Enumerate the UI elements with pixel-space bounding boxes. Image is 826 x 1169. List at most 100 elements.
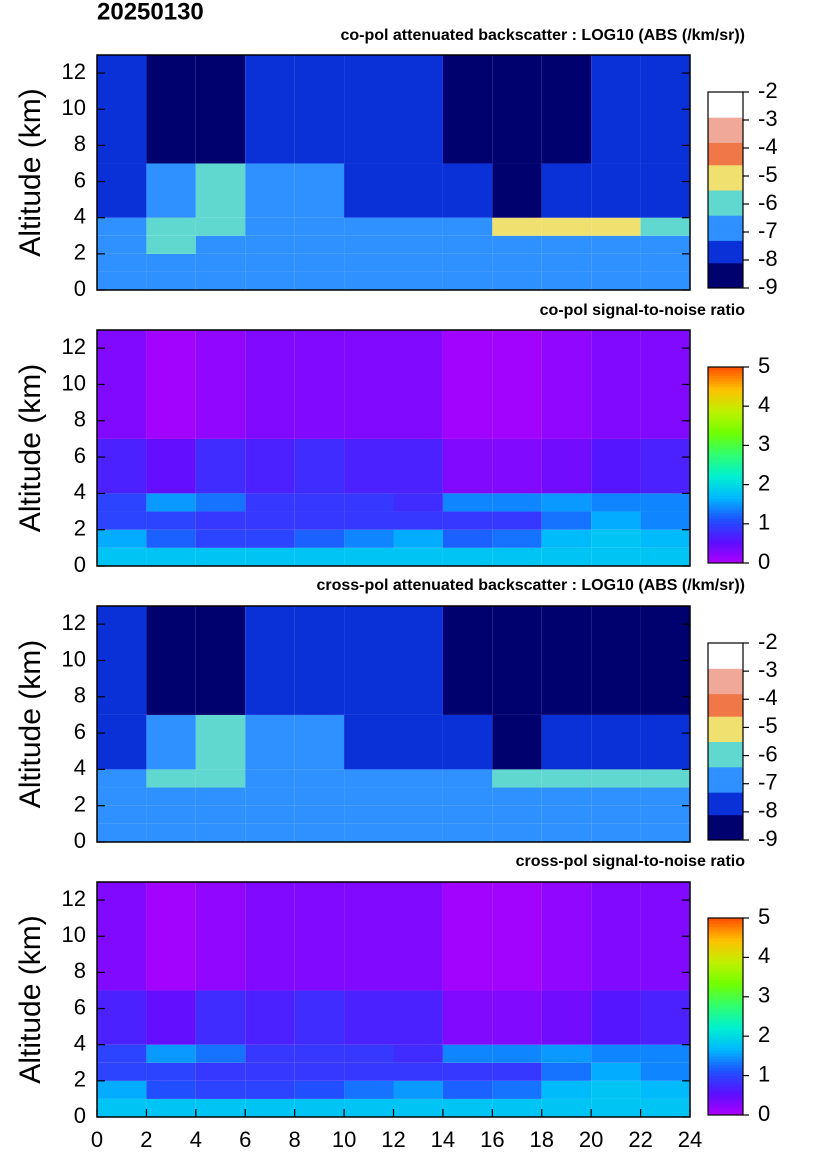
colorbar-strip	[708, 220, 743, 225]
colorbar-strip	[708, 521, 743, 525]
colorbar-strip	[708, 1036, 743, 1040]
heat-cell	[146, 1098, 196, 1117]
heat-cell	[344, 438, 394, 494]
heat-cell	[146, 271, 196, 290]
heat-cell	[541, 1044, 592, 1063]
colorbar-strip	[708, 395, 743, 399]
heat-cell	[640, 163, 690, 218]
heat-cell	[591, 235, 641, 254]
colorbar-strip	[708, 417, 743, 421]
colorbar-strip	[708, 704, 743, 709]
heat-cell	[245, 1080, 295, 1099]
colorbar-strip	[708, 459, 743, 463]
colorbar-strip	[708, 713, 743, 717]
heat-cell	[245, 805, 295, 824]
heat-cell	[393, 805, 443, 824]
heat-cell	[492, 529, 542, 548]
heat-cell	[294, 217, 345, 236]
heat-cell	[591, 547, 641, 566]
colorbar-tick-label: -6	[758, 190, 778, 215]
colorbar-strip	[708, 834, 743, 838]
y-tick-label: 0	[74, 552, 86, 577]
colorbar-strip	[708, 389, 743, 393]
heat-cell	[393, 1098, 443, 1117]
colorbar-strip	[708, 526, 743, 530]
heat-cell	[97, 217, 147, 236]
heat-cell	[640, 606, 690, 715]
x-tick-label: 24	[678, 1127, 702, 1152]
colorbar-strip	[708, 920, 743, 925]
colorbar-frame	[707, 917, 744, 1116]
heat-cell	[294, 438, 345, 494]
colorbar-strip	[708, 218, 743, 222]
colorbar-strip	[708, 1024, 743, 1029]
colorbar-tick-label: 4	[758, 392, 770, 417]
colorbar-strip	[708, 128, 743, 132]
y-tick-label: 0	[74, 828, 86, 853]
y-tick-label: 6	[74, 719, 86, 744]
colorbar-strip	[708, 451, 743, 455]
heat-cell	[294, 1044, 345, 1063]
heat-cell	[442, 990, 493, 1045]
heat-cell	[146, 990, 196, 1045]
colorbar-strip	[708, 758, 743, 762]
colorbar-strip	[708, 512, 743, 516]
heat-cell	[541, 217, 592, 236]
heat-cell	[591, 438, 641, 494]
heat-cell	[146, 769, 196, 788]
colorbar-strip	[708, 479, 743, 483]
colorbar-tick-label: -3	[758, 657, 778, 682]
colorbar-tick-label: -4	[758, 134, 778, 159]
heat-cell	[393, 217, 443, 236]
heat-cell	[97, 55, 147, 164]
colorbar-strip	[708, 383, 743, 388]
colorbar-strip	[708, 738, 743, 742]
heat-cell	[294, 787, 345, 806]
heat-cell	[146, 493, 196, 512]
heat-cell	[541, 1098, 592, 1117]
colorbar-strip	[708, 498, 743, 502]
colorbar-strip	[708, 797, 743, 802]
heat-cell	[294, 769, 345, 788]
colorbar-strip	[708, 540, 743, 544]
colorbar-strip	[708, 414, 743, 418]
heat-cell	[640, 529, 690, 548]
heat-cell	[591, 55, 641, 164]
heat-cell	[591, 787, 641, 806]
colorbar-tick-label: 2	[758, 1022, 770, 1047]
heat-cell	[195, 769, 246, 788]
colorbar-strip	[708, 800, 743, 804]
colorbar-strip	[708, 1010, 743, 1015]
y-tick-label: 10	[62, 646, 86, 671]
colorbar-tick-label: -5	[758, 713, 778, 738]
heat-cell	[393, 163, 443, 218]
heat-cell	[492, 330, 542, 439]
heat-cell	[442, 805, 493, 824]
colorbar-strip	[708, 209, 743, 213]
heat-cell	[541, 438, 592, 494]
colorbar-strip	[708, 951, 743, 956]
colorbar-strip	[708, 229, 743, 233]
colorbar-strip	[708, 456, 743, 460]
heat-cell	[442, 163, 493, 218]
heat-cell	[146, 1044, 196, 1063]
colorbar-strip	[708, 411, 743, 416]
heat-cell	[245, 547, 295, 566]
x-tick-label: 12	[381, 1127, 405, 1152]
y-tick-label: 2	[74, 1067, 86, 1092]
colorbar-strip	[708, 372, 743, 376]
colorbar-strip	[708, 409, 743, 413]
heat-cell	[640, 235, 690, 254]
colorbar-strip	[708, 400, 743, 404]
heat-cell	[442, 769, 493, 788]
colorbar-strip	[708, 108, 743, 113]
colorbar-tick-label: 1	[758, 510, 770, 535]
colorbar-strip	[708, 985, 743, 989]
y-axis-label: Altitude (km)	[14, 88, 47, 256]
colorbar-strip	[708, 1030, 743, 1034]
colorbar-strip	[708, 509, 743, 514]
colorbar-strip	[708, 643, 743, 647]
y-tick-label: 6	[74, 994, 86, 1019]
colorbar-strip	[708, 659, 743, 664]
colorbar-strip	[708, 823, 743, 827]
